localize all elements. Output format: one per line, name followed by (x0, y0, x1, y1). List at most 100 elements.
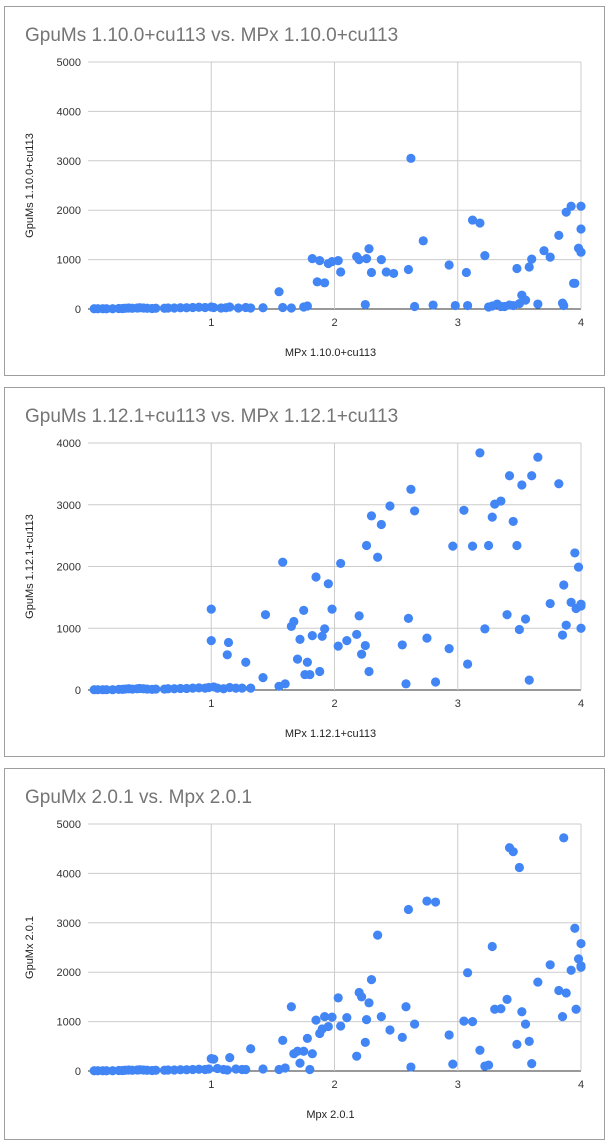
x-axis-title: MPx 1.10.0+cu113 (285, 347, 376, 359)
data-point (311, 1015, 321, 1025)
data-point (295, 1058, 305, 1068)
x-tick-label: 1 (208, 698, 214, 710)
y-axis-title: GpuMs 1.12.1+cu113 (24, 514, 36, 619)
data-point (237, 683, 247, 693)
data-point (366, 511, 377, 521)
data-point (246, 683, 256, 693)
data-point (376, 255, 386, 265)
data-point (311, 572, 321, 582)
data-point (292, 654, 303, 664)
data-point (376, 1012, 386, 1022)
data-point (406, 153, 416, 163)
data-point (576, 224, 586, 234)
scatter-chart-3: 0 1000 2000 3000 4000 5000 1 2 3 4 Mpx 2.0.1 GpuMx … (24, 819, 586, 1121)
data-point (576, 247, 586, 257)
data-point (260, 610, 271, 620)
data-point (545, 960, 555, 970)
data-point (278, 302, 288, 313)
data-point (527, 1058, 537, 1069)
data-point (545, 252, 555, 262)
data-point (333, 993, 343, 1003)
data-point (459, 505, 469, 515)
data-point (514, 624, 524, 635)
data-point (487, 512, 497, 522)
data-point (508, 516, 518, 527)
data-point (554, 479, 564, 489)
data-point (533, 452, 543, 462)
data-point (151, 684, 161, 694)
data-point (561, 620, 571, 630)
data-point (502, 610, 512, 620)
data-point (233, 303, 243, 313)
data-point (410, 1019, 420, 1029)
data-point (151, 1065, 161, 1075)
data-point (559, 833, 569, 843)
x-tick-label: 4 (578, 317, 584, 329)
data-point (496, 496, 506, 506)
data-point (418, 236, 428, 246)
data-point (467, 1017, 478, 1027)
y-tick-label: 1000 (57, 1017, 81, 1029)
data-point (428, 300, 438, 310)
data-point (389, 268, 399, 279)
data-point (533, 977, 543, 987)
data-point (410, 506, 420, 516)
data-point (559, 580, 569, 590)
data-point (517, 480, 527, 490)
y-tick-label: 0 (75, 685, 81, 697)
data-point (320, 278, 330, 288)
chart-title: GpuMs 1.10.0+cu113 vs. MPx 1.10.0+cu113 (25, 25, 399, 46)
data-point (527, 471, 537, 481)
data-point (307, 631, 317, 641)
data-point (576, 938, 586, 949)
data-point (209, 1054, 219, 1064)
data-point (278, 1035, 288, 1045)
data-point (151, 303, 161, 313)
data-point (286, 303, 296, 313)
data-point (333, 641, 343, 651)
chart-title: GpuMx 2.0.1 vs. Mpx 2.0.1 (25, 787, 253, 808)
data-point (514, 862, 524, 873)
y-tick-label: 2000 (57, 562, 81, 574)
data-point (403, 904, 414, 915)
data-point (305, 1064, 315, 1075)
data-point (361, 540, 372, 551)
y-tick-label: 1000 (57, 623, 81, 635)
data-point (502, 994, 512, 1004)
data-point (307, 1049, 317, 1059)
data-point (448, 541, 458, 551)
data-point (295, 634, 305, 644)
data-point (286, 1002, 296, 1012)
data-point (241, 657, 251, 667)
data-point (512, 540, 522, 551)
data-point (274, 287, 284, 297)
data-point (366, 975, 377, 985)
data-point (206, 636, 216, 646)
y-tick-label: 5000 (57, 57, 81, 69)
y-axis-title: GpuMs 1.10.0+cu113 (24, 133, 36, 238)
data-point (527, 254, 537, 264)
data-point (280, 1063, 290, 1073)
data-point (204, 1064, 214, 1074)
scatter-chart-2: 0 1000 2000 3000 4000 1 2 3 4 MPx 1.12.1+cu113 Gpu… (24, 438, 586, 740)
data-point (450, 300, 460, 311)
data-point (364, 998, 374, 1008)
data-point (315, 255, 325, 266)
data-point (327, 604, 337, 614)
data-point (463, 659, 473, 669)
data-point (573, 954, 584, 964)
data-point (336, 1021, 346, 1031)
data-point (576, 599, 586, 609)
data-point (336, 267, 346, 277)
data-point (315, 666, 325, 677)
data-point (444, 1030, 454, 1040)
data-point (361, 1015, 372, 1025)
data-point (459, 1016, 469, 1026)
data-point (352, 629, 362, 640)
data-point (448, 1059, 458, 1069)
data-point (342, 636, 352, 646)
data-point (360, 1037, 370, 1047)
data-point (364, 244, 374, 254)
x-tick-label: 2 (331, 1079, 337, 1091)
data-point (463, 300, 473, 311)
